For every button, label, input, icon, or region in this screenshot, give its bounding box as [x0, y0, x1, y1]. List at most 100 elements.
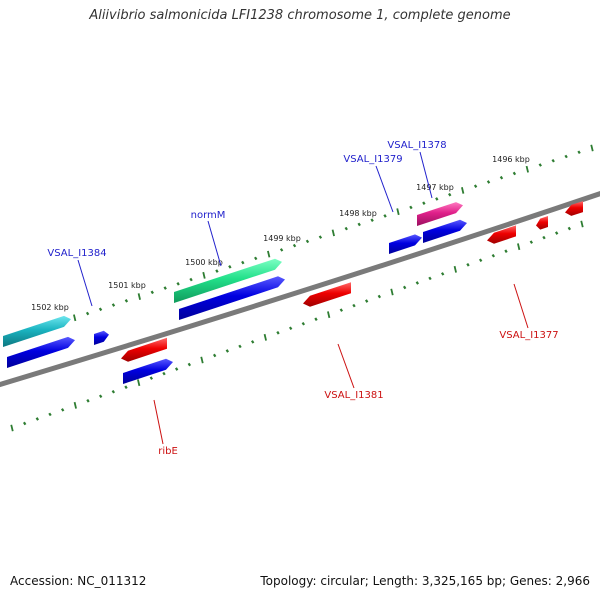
VSAL_I1377-arrow[interactable] [487, 225, 516, 244]
reverse-related-gene-arrow[interactable] [123, 358, 173, 384]
forward-gene-arrow[interactable] [423, 219, 467, 243]
outer-tick [111, 303, 116, 307]
inner-tick [529, 240, 534, 244]
tick-label-1501: 1501 kbp [108, 281, 146, 290]
inner-tick [301, 321, 306, 326]
reverse-gene-arrow[interactable] [565, 201, 583, 216]
inner-tick [327, 311, 331, 319]
inner-tick [314, 317, 318, 321]
outer-tick [564, 154, 568, 159]
gene-label-ribE: ribE [158, 446, 178, 457]
inner-tick [73, 401, 77, 409]
outer-tick [137, 293, 141, 300]
inner-tick [554, 231, 559, 235]
outer-tick [538, 163, 542, 167]
outer-tick [98, 307, 103, 312]
genome-summary-text: Topology: circular; Length: 3,325,165 bp… [260, 574, 590, 588]
inner-tick [453, 265, 457, 273]
inner-tick [415, 281, 420, 285]
inner-tick [22, 421, 27, 426]
outer-tick [448, 192, 452, 197]
outer-tick [163, 286, 167, 290]
outer-tick [577, 150, 581, 155]
map-title: Aliivibrio salmonicida LFI1238 chromosom… [89, 8, 511, 23]
VSAL_I1381-arrow[interactable] [303, 282, 351, 307]
gene-label-VSAL_I1378: VSAL_I1378 [387, 140, 446, 151]
inner-tick [238, 344, 242, 349]
inner-tick [440, 272, 445, 276]
inner-tick [48, 412, 52, 417]
inner-tick [504, 249, 508, 253]
outer-tick [551, 158, 555, 163]
inner-tick [124, 385, 128, 389]
inner-tick [276, 331, 280, 335]
inner-tick [10, 424, 14, 432]
gene-label-VSAL_I1377: VSAL_I1377 [499, 330, 558, 341]
outer-tick [150, 290, 154, 295]
tick-label-1497: 1497 kbp [416, 183, 454, 192]
outer-tick [357, 222, 361, 227]
outer-tick [189, 277, 193, 282]
inner-tick [491, 253, 496, 258]
inner-tick [542, 235, 546, 240]
ribE-arrow[interactable] [121, 337, 167, 362]
inner-tick [162, 371, 166, 376]
outer-tick [473, 184, 478, 188]
outer-tick [202, 271, 206, 279]
gene-label-normM: normM [191, 210, 226, 221]
inner-tick [517, 243, 521, 251]
VSAL_I1378-arrow[interactable] [417, 202, 463, 226]
outer-tick [228, 265, 232, 269]
outer-tick [176, 282, 180, 286]
outer-tick [525, 165, 529, 173]
tick-label-1500: 1500 kbp [185, 258, 223, 267]
gene-label-VSAL_I1381: VSAL_I1381 [324, 390, 383, 401]
forward-gene-arrow[interactable] [179, 276, 285, 320]
tick-label-1502: 1502 kbp [31, 303, 69, 312]
outer-tick [590, 144, 594, 152]
reverse-gene-arrow[interactable] [536, 216, 548, 230]
inner-tick [580, 220, 584, 228]
outer-tick [73, 314, 77, 322]
outer-tick-row [8, 144, 594, 343]
inner-tick [364, 299, 369, 303]
inner-tick-row [10, 220, 584, 432]
inner-tick [35, 417, 40, 421]
gene-label-VSAL_I1384: VSAL_I1384 [47, 248, 106, 259]
inner-tick [339, 308, 344, 312]
accession-text: Accession: NC_011312 [10, 574, 147, 588]
outer-tick [331, 229, 335, 237]
VSAL_I1379-arrow[interactable] [389, 234, 422, 254]
forward-gene-arrow[interactable] [94, 330, 109, 345]
VSAL_I1384-arrow[interactable] [3, 315, 71, 347]
inner-tick [402, 285, 407, 290]
inner-tick [390, 288, 394, 296]
outer-tick [241, 260, 245, 265]
outer-tick [124, 299, 129, 303]
leader-VSAL_I1378 [419, 151, 433, 199]
outer-tick [254, 256, 258, 261]
forward-gene-arrow[interactable] [7, 336, 75, 368]
inner-tick [212, 353, 217, 358]
outer-tick [279, 248, 284, 252]
outer-tick [215, 269, 219, 273]
inner-tick [86, 399, 90, 403]
tick-label-1496: 1496 kbp [492, 155, 530, 164]
inner-tick [174, 367, 179, 371]
tick-label-1498: 1498 kbp [339, 209, 377, 218]
inner-tick [478, 258, 483, 263]
inner-tick [567, 226, 572, 231]
outer-tick [435, 197, 439, 201]
leader-VSAL_I1379 [375, 165, 394, 213]
inner-tick [263, 333, 267, 341]
leader-VSAL_I1384 [77, 259, 93, 307]
outer-tick [396, 208, 400, 216]
outer-tick [512, 171, 517, 176]
outer-tick [422, 201, 426, 205]
normM-arrow[interactable] [174, 258, 282, 303]
inner-tick [187, 362, 192, 367]
inner-tick [137, 379, 141, 387]
leader-VSAL_I1381 [337, 343, 355, 389]
outer-tick [292, 243, 297, 248]
